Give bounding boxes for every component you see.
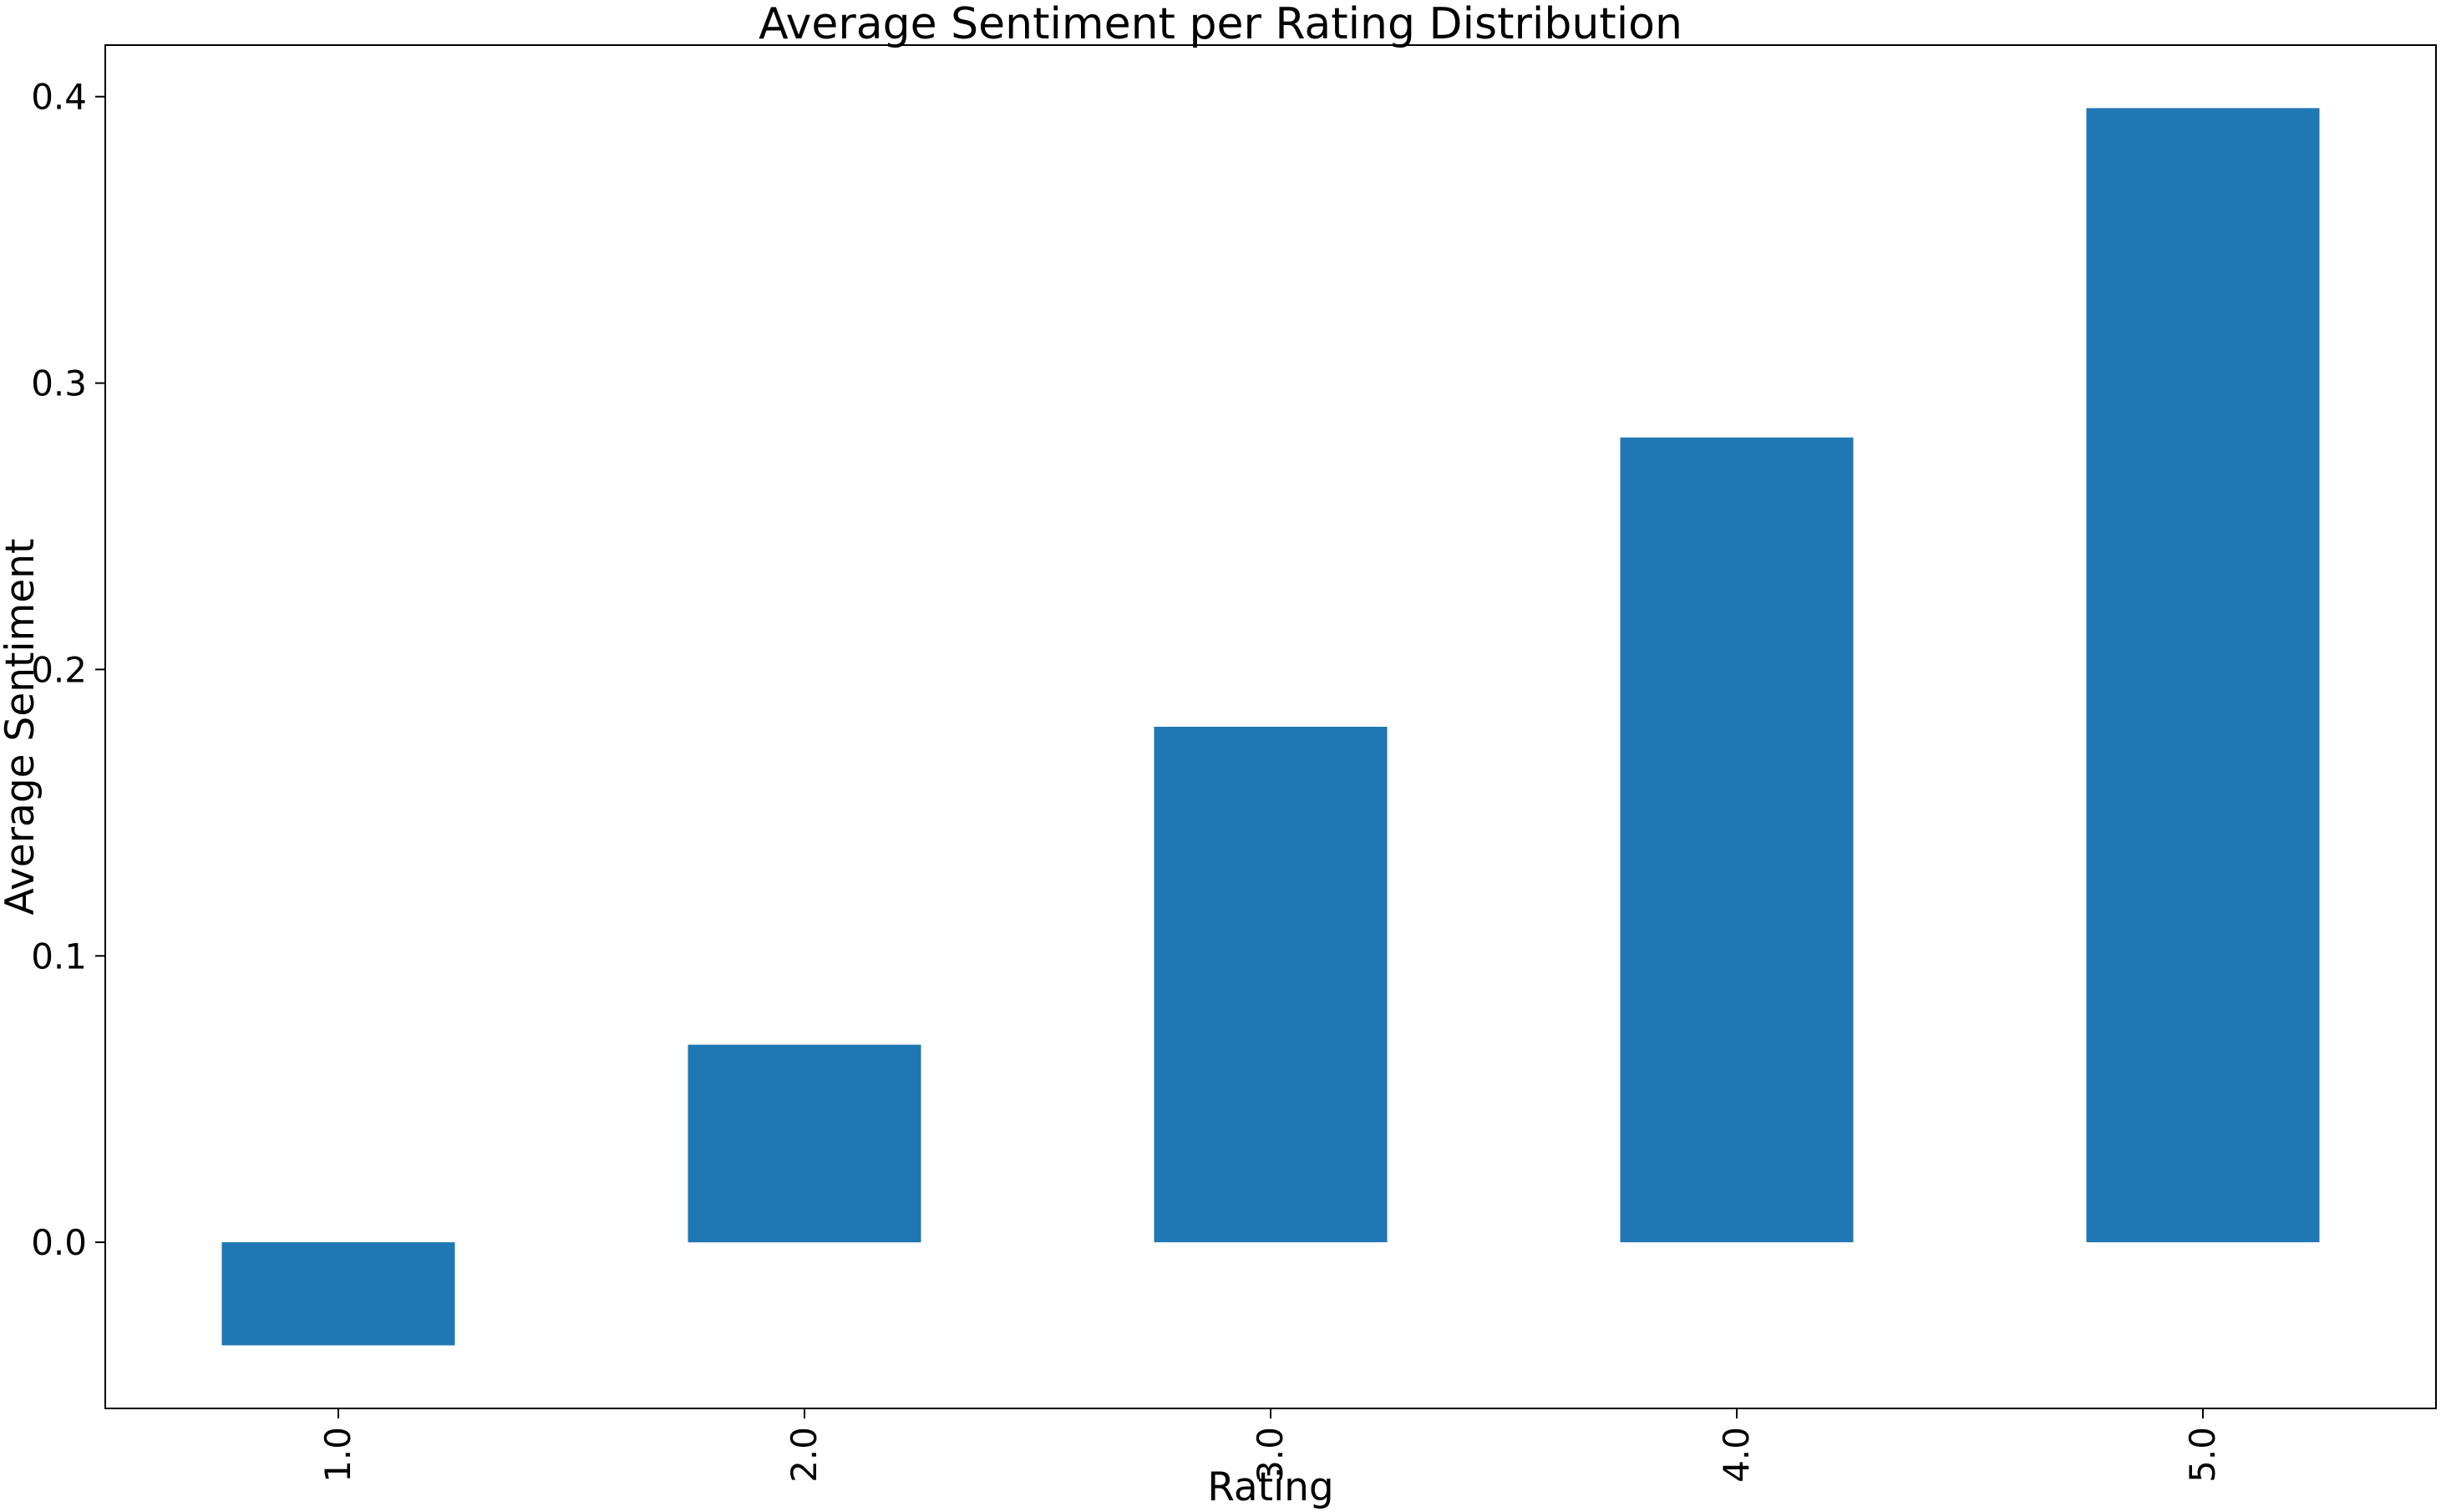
x-axis-title: Rating bbox=[1207, 1464, 1334, 1510]
x-tick-label: 2.0 bbox=[784, 1427, 825, 1483]
bar-2.0 bbox=[688, 1044, 921, 1243]
x-tick-label: 4.0 bbox=[1716, 1427, 1757, 1483]
y-tick-label: 0.1 bbox=[31, 936, 87, 977]
chart-title: Average Sentiment per Rating Distributio… bbox=[759, 0, 1682, 49]
bar-1.0 bbox=[221, 1242, 455, 1346]
y-tick-label: 0.2 bbox=[31, 649, 87, 690]
bar-4.0 bbox=[1620, 437, 1854, 1243]
bar-5.0 bbox=[2086, 108, 2320, 1243]
y-axis: 0.0 0.1 0.2 0.3 0.4 bbox=[31, 77, 105, 1263]
bars-group bbox=[221, 108, 2320, 1346]
bar-3.0 bbox=[1154, 727, 1388, 1243]
y-tick-label: 0.4 bbox=[31, 77, 87, 118]
x-tick-label: 5.0 bbox=[2182, 1427, 2223, 1483]
y-axis-title: Average Sentiment bbox=[0, 539, 43, 916]
x-tick-label: 1.0 bbox=[317, 1427, 358, 1483]
x-tick-label: 3.0 bbox=[1250, 1427, 1291, 1483]
x-axis: 1.0 2.0 3.0 4.0 5.0 bbox=[317, 1408, 2223, 1483]
y-tick-label: 0.3 bbox=[31, 363, 87, 404]
y-tick-label: 0.0 bbox=[31, 1222, 87, 1263]
